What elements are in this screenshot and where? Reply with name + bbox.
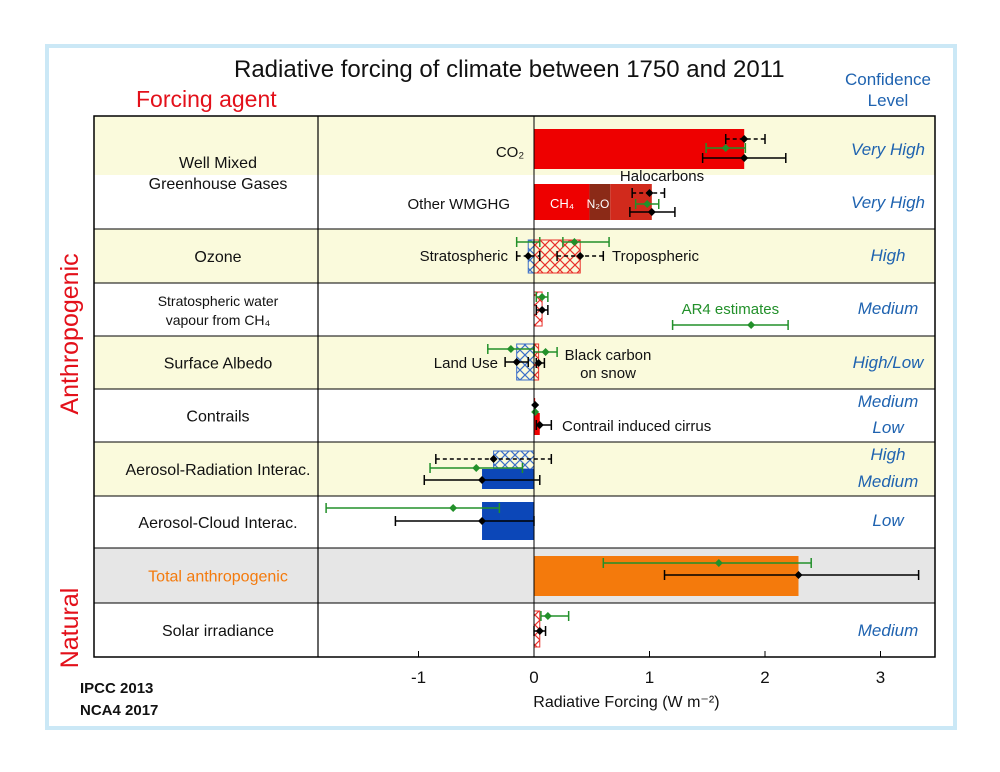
aerosol-radiation-hatched-bar	[493, 450, 535, 470]
other-wmghg-label: Other WMGHG	[407, 196, 510, 213]
halocarbons-bar	[610, 184, 652, 220]
ar4-legend-errorbar	[671, 320, 789, 330]
n2o-label: N₂O	[587, 197, 610, 211]
aerosol-cloud-ar4-marker	[449, 504, 458, 512]
confidence-label: High	[871, 445, 906, 464]
row-label: Well Mixed	[179, 155, 257, 172]
row-label: Contrails	[186, 409, 249, 426]
land-use-ar4-marker	[506, 345, 515, 353]
confidence-label: Medium	[858, 472, 918, 491]
total-errorbar	[663, 570, 920, 580]
solar-ar4-marker	[543, 612, 552, 620]
confidence-header: Confidence Level	[838, 69, 938, 111]
confidence-header-line-2: Level	[867, 91, 909, 110]
strat-ozone-marker	[524, 252, 533, 260]
x-tick-label: 0	[529, 668, 538, 687]
contrail-cirrus-label: Contrail induced cirrus	[562, 418, 711, 435]
co2-errorbar-dashed	[724, 134, 766, 144]
plot-frame	[93, 115, 936, 658]
contrail-cirrus-marker	[535, 421, 544, 429]
trop-ozone-ar4-marker	[570, 238, 579, 246]
forcing-agent-header: Forcing agent	[136, 86, 277, 112]
credit-ipcc: IPCC 2013	[80, 680, 154, 697]
row-label: vapour from CH₄	[166, 312, 271, 328]
strat-water-ar4-marker	[538, 293, 547, 301]
strat-ozone-errorbar	[515, 251, 541, 261]
confidence-label: Medium	[858, 392, 918, 411]
row-label: Stratospheric water	[158, 293, 279, 309]
ar4-legend-marker	[747, 321, 756, 329]
other-wmghg-ar4-marker	[643, 200, 652, 208]
ch4-bar	[534, 184, 590, 220]
row-label: Aerosol-Cloud Interac.	[138, 515, 297, 532]
confidence-label: Very High	[851, 193, 925, 212]
n2o-bar	[589, 184, 611, 220]
row-label: Solar irradiance	[162, 623, 274, 640]
co2-bar	[534, 129, 745, 169]
solar-marker	[535, 627, 544, 635]
aerosol-radiation-bar	[482, 469, 534, 489]
ar4-legend-label: AR4 estimates	[682, 301, 780, 318]
confidence-label: Medium	[858, 299, 918, 318]
confidence-label: Low	[872, 418, 905, 437]
x-tick-label: -1	[411, 668, 426, 687]
black-carbon-marker	[534, 359, 543, 367]
trop-ozone-marker	[576, 252, 585, 260]
total-ar4-marker	[714, 559, 723, 567]
land-use-label: Land Use	[434, 355, 498, 372]
co2-marker-upper	[740, 135, 749, 143]
confidence-label: Low	[872, 511, 905, 530]
confidence-label: Very High	[851, 140, 925, 159]
halocarbons-label: Halocarbons	[620, 168, 704, 185]
black-carbon-label-line-2: on snow	[580, 365, 636, 382]
co2-label: CO₂	[496, 144, 525, 161]
stratospheric-label: Stratospheric	[420, 248, 509, 265]
group-label-anthropogenic: Anthropogenic	[56, 253, 84, 414]
x-tick-label: 3	[876, 668, 885, 687]
aerosol-radiation-marker	[478, 476, 487, 484]
credit-nca4: NCA4 2017	[80, 702, 159, 719]
contrails-marker	[531, 401, 540, 409]
strat-water-marker	[538, 306, 547, 314]
chart-title: Radiative forcing of climate between 175…	[234, 56, 785, 83]
ch4-label: CH₄	[550, 196, 574, 211]
aerosol-radiation-ar4-marker	[472, 464, 481, 472]
row-label: Aerosol-Radiation Interac.	[126, 462, 311, 479]
confidence-label: Medium	[858, 621, 918, 640]
co2-marker	[740, 154, 749, 162]
contrails-ar4-marker	[531, 408, 540, 416]
total-anthropogenic-bar	[534, 556, 799, 596]
x-tick-label: 1	[645, 668, 654, 687]
tropospheric-label: Tropospheric	[612, 248, 699, 265]
strat-ozone-ar4-errorbar	[515, 237, 541, 247]
aerosol-radiation-marker-upper	[489, 455, 498, 463]
row-shade	[94, 229, 935, 283]
total-ar4-errorbar	[602, 558, 812, 568]
other-wmghg-marker-upper	[645, 189, 654, 197]
black-carbon-ar4-marker	[541, 348, 550, 356]
other-wmghg-marker	[647, 208, 656, 216]
x-axis-label: Radiative Forcing (W m⁻²)	[533, 694, 719, 711]
x-tick-label: 2	[760, 668, 769, 687]
row-label: Total anthropogenic	[148, 569, 288, 586]
black-carbon-label-line-1: Black carbon	[565, 347, 652, 364]
confidence-label: High/Low	[853, 353, 926, 372]
row-label: Surface Albedo	[164, 356, 273, 373]
group-label-natural: Natural	[56, 588, 84, 669]
total-marker	[794, 571, 803, 579]
confidence-label: High	[871, 246, 906, 265]
row-label: Greenhouse Gases	[149, 176, 288, 193]
confidence-header-line-1: Confidence	[844, 70, 931, 89]
aerosol-cloud-marker	[478, 517, 487, 525]
co2-ar4-marker	[721, 144, 730, 152]
land-use-marker	[512, 358, 521, 366]
row-shade	[94, 116, 935, 175]
row-label: Ozone	[194, 249, 241, 266]
aerosol-cloud-ar4-errorbar	[325, 503, 501, 513]
